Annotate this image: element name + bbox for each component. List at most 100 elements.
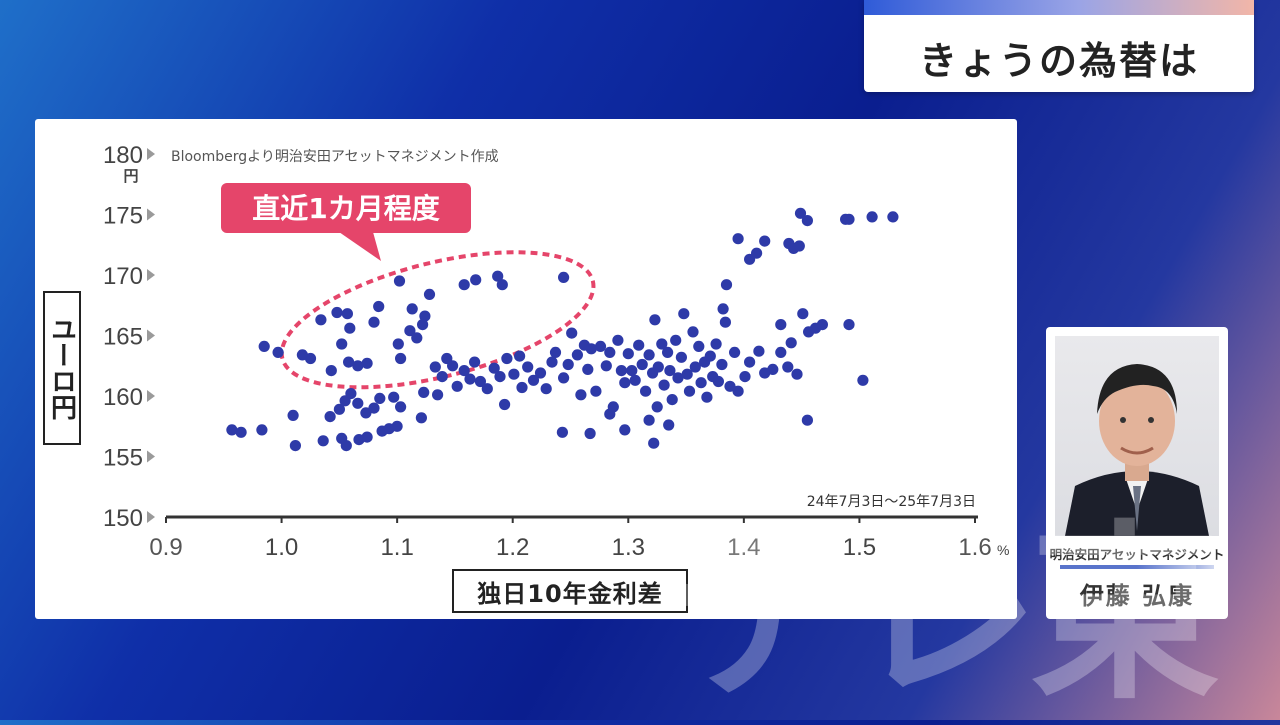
guest-name: 伊藤 弘康 — [1079, 582, 1195, 610]
program-title-panel: きょうの為替は — [864, 0, 1254, 92]
x-unit-label: % — [997, 542, 1009, 558]
data-point — [540, 383, 552, 395]
data-point — [658, 379, 670, 391]
data-point — [464, 373, 476, 385]
y-tick-marker — [147, 269, 155, 281]
data-point — [767, 363, 779, 375]
data-point — [785, 337, 797, 349]
y-tick-marker — [147, 208, 155, 221]
data-point — [496, 279, 508, 291]
data-point — [693, 340, 705, 352]
callout-box — [221, 183, 471, 233]
source-note: Bloombergより明治安田アセットマネジメント作成 — [171, 149, 499, 165]
data-point — [640, 385, 652, 397]
data-point — [775, 319, 787, 331]
data-point — [716, 358, 728, 371]
data-point — [388, 391, 400, 403]
data-point — [719, 316, 732, 328]
data-point — [866, 211, 878, 223]
data-point — [643, 349, 655, 361]
data-point — [361, 431, 373, 443]
data-point — [419, 310, 431, 322]
data-point — [393, 275, 406, 287]
data-point — [417, 319, 429, 331]
data-point — [304, 352, 317, 365]
callout-pointer — [339, 232, 381, 261]
data-point — [226, 424, 238, 436]
data-point — [340, 440, 352, 452]
y-tick-label: 170 — [103, 263, 143, 290]
data-point — [629, 374, 641, 386]
data-point — [336, 338, 348, 350]
data-point — [556, 426, 569, 438]
data-point — [534, 367, 547, 379]
data-point — [287, 409, 299, 421]
data-point — [801, 215, 814, 227]
period-note: 24年7月3日〜25年7月3日 — [807, 494, 976, 510]
y-tick-label: 160 — [103, 384, 143, 411]
data-point — [374, 392, 386, 404]
data-point — [391, 420, 403, 432]
data-point — [619, 377, 631, 389]
guest-divider — [1060, 565, 1214, 569]
data-point — [352, 360, 364, 372]
data-point — [695, 377, 707, 389]
data-point — [594, 340, 607, 352]
data-point — [701, 391, 713, 403]
y-tick-label: 175 — [103, 203, 143, 230]
data-point — [258, 340, 270, 352]
data-point — [325, 365, 337, 377]
data-point — [662, 346, 674, 358]
data-point — [712, 375, 725, 388]
y-tick-marker — [147, 329, 155, 342]
data-point — [522, 361, 534, 373]
x-tick-label: 1.1 — [380, 534, 413, 561]
data-point — [739, 371, 751, 383]
data-point — [683, 385, 696, 397]
data-point — [801, 414, 814, 426]
chart-card: 0.9 1.0 1.1 1.2 1.3 1.4 1.5 1.6% 150 155 160 165 170… — [35, 119, 1017, 619]
data-point — [256, 424, 268, 436]
guest-organization: 明治安田アセットマネジメント — [1049, 547, 1225, 562]
data-point — [648, 437, 660, 449]
data-point — [470, 274, 482, 286]
data-point — [663, 419, 675, 431]
guest-portrait-icon — [1065, 364, 1209, 536]
y-tick-label: 150 — [103, 505, 143, 532]
x-tick-label: 0.9 — [149, 534, 182, 561]
y-tick-label: 180 — [103, 142, 143, 169]
data-point — [857, 374, 869, 386]
data-point — [584, 427, 596, 440]
data-point — [575, 389, 587, 401]
data-point — [508, 368, 520, 380]
data-point — [418, 386, 430, 398]
data-point — [411, 332, 423, 344]
data-point — [546, 356, 558, 368]
data-point — [724, 380, 736, 392]
data-point — [235, 426, 247, 438]
data-point — [794, 207, 807, 219]
data-point — [343, 356, 355, 368]
data-point — [717, 303, 729, 315]
data-point — [429, 361, 441, 373]
data-point — [289, 440, 301, 452]
data-point — [558, 372, 570, 384]
data-point — [499, 398, 511, 411]
data-point — [590, 385, 602, 397]
data-point — [488, 362, 500, 374]
data-point — [562, 358, 574, 371]
data-point — [341, 308, 353, 320]
data-point — [675, 351, 688, 363]
broadcaster-watermark: テレ東 — [670, 504, 1220, 725]
data-point — [626, 365, 638, 377]
data-point — [458, 365, 470, 377]
scatter-chart: 0.9 1.0 1.1 1.2 1.3 1.4 1.5 1.6 % 150 155 160 165 170… — [103, 142, 1010, 561]
title-accent-strip — [864, 0, 1254, 15]
data-point — [729, 346, 741, 358]
data-point — [843, 213, 855, 225]
data-point — [643, 414, 655, 426]
data-point — [710, 338, 722, 350]
data-point — [732, 233, 744, 245]
data-point — [666, 394, 678, 406]
data-point — [494, 371, 506, 383]
